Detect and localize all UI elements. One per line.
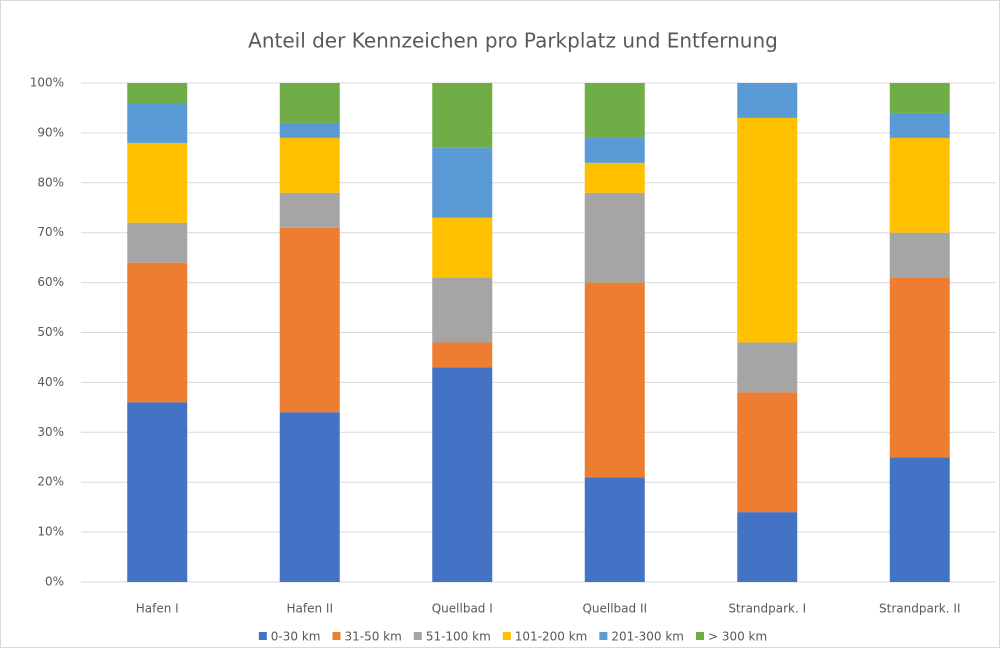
x-tick-label: Strandpark. II: [879, 602, 960, 616]
y-tick-label: 70%: [37, 225, 64, 239]
bar-segment: [279, 83, 340, 123]
legend-swatch: [695, 632, 704, 640]
bar-segment: [737, 342, 798, 393]
bar-segment: [127, 402, 188, 582]
y-tick-label: 40%: [37, 375, 64, 389]
bar-segment: [432, 147, 493, 218]
legend-label: 201-300 km: [611, 630, 684, 644]
chart-title: Anteil der Kennzeichen pro Parkplatz und…: [248, 29, 778, 53]
y-tick-label: 30%: [37, 425, 64, 439]
bar-segment: [432, 367, 493, 582]
bar-segment: [737, 392, 798, 513]
bar-segment: [737, 512, 798, 582]
bar-segment: [889, 137, 950, 233]
y-tick-label: 90%: [37, 125, 64, 139]
bar-segment: [127, 262, 188, 403]
bar-segment: [889, 83, 950, 113]
y-tick-label: 20%: [37, 475, 64, 489]
legend-label: 0-30 km: [271, 630, 321, 644]
x-tick-label: Hafen II: [287, 602, 333, 616]
bar-segment: [889, 112, 950, 138]
bar-segment: [737, 117, 798, 343]
x-tick-label: Quellbad I: [432, 602, 493, 616]
legend-label: 51-100 km: [426, 630, 491, 644]
bar-segment: [127, 102, 188, 143]
bar-segment: [889, 232, 950, 278]
legend-swatch: [413, 632, 422, 640]
y-tick-label: 0%: [45, 575, 64, 589]
x-tick-label: Strandpark. I: [728, 602, 806, 616]
bar-segment: [584, 282, 645, 478]
bar-segment: [889, 277, 950, 458]
bar-segment: [279, 227, 340, 413]
bar-segment: [584, 162, 645, 193]
bar-segment: [127, 83, 188, 103]
bar-segment: [279, 122, 340, 138]
bar-segment: [889, 457, 950, 582]
legend-label: 101-200 km: [515, 630, 588, 644]
y-tick-label: 60%: [37, 275, 64, 289]
x-tick-label: Quellbad II: [582, 602, 647, 616]
legend-label: 31-50 km: [344, 630, 401, 644]
x-tick-label: Hafen I: [136, 602, 179, 616]
bar-segment: [584, 477, 645, 582]
bar-segment: [279, 192, 340, 228]
legend-swatch: [599, 632, 608, 640]
bar-segment: [432, 277, 493, 343]
bar-segment: [432, 342, 493, 368]
bar-segment: [279, 412, 340, 582]
bar-segment: [432, 217, 493, 278]
y-tick-label: 80%: [37, 175, 64, 189]
bar-segment: [279, 137, 340, 193]
bar-segment: [584, 192, 645, 283]
y-tick-label: 100%: [30, 76, 64, 90]
bar-segment: [432, 83, 493, 148]
bar-segment: [127, 222, 188, 263]
bar-segment: [127, 142, 188, 223]
bar-segment: [584, 137, 645, 163]
bar-segment: [584, 83, 645, 138]
legend-swatch: [258, 632, 267, 640]
bar-segment: [737, 83, 798, 118]
y-tick-label: 50%: [37, 325, 64, 339]
legend-swatch: [332, 632, 341, 640]
legend-label: > 300 km: [708, 630, 767, 644]
legend-swatch: [502, 632, 511, 640]
y-tick-label: 10%: [37, 525, 64, 539]
